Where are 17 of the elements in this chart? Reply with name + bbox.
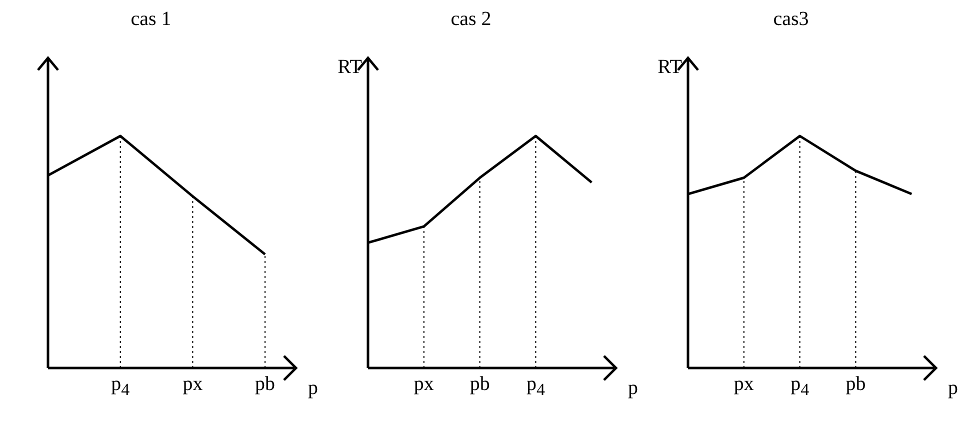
x-tick-label: p$_{4}$	[790, 373, 810, 400]
y-axis-title: RT	[338, 56, 362, 78]
x-tick-label: p$_{4}$	[526, 373, 546, 400]
chart-title: cas3	[772, 8, 810, 32]
x-axis-title: p	[948, 377, 958, 399]
x-axis-title: p	[308, 377, 318, 399]
x-tick-label: pb	[846, 373, 866, 395]
x-tick-label: pb	[470, 373, 490, 395]
x-axis-title: p	[628, 377, 638, 399]
y-axis-title: RT	[658, 56, 682, 78]
chart-title: cas 2	[450, 8, 492, 32]
x-tick-label: p$_{4}$	[111, 373, 130, 400]
x-tick-label: px	[734, 373, 754, 395]
x-tick-label: pb	[255, 373, 276, 395]
x-tick-label: px	[414, 373, 434, 395]
x-tick-label: px	[182, 373, 203, 395]
chart-title: cas 1	[130, 8, 172, 32]
